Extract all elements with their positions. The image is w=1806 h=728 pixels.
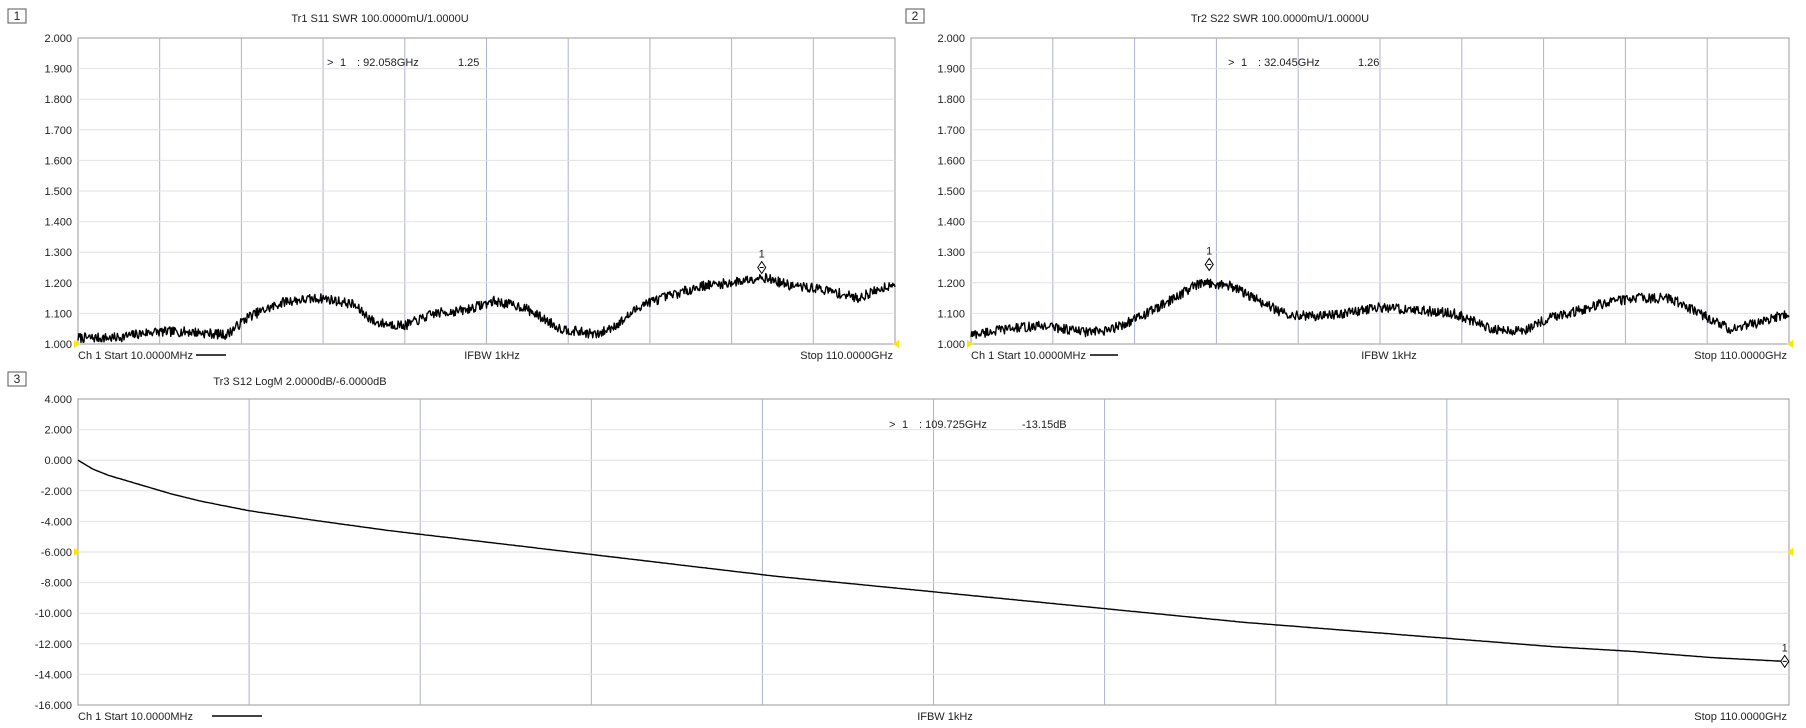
channel-number-box[interactable] [7, 8, 27, 24]
y-tick-label: 1.300 [937, 247, 965, 259]
trace-title: Tr2 S22 SWR 100.0000mU/1.0000U [1191, 13, 1369, 25]
reference-marker [74, 548, 1793, 556]
y-axis-ticks: 2.000 1.900 1.800 1.700 1.600 1.500 1.400 1.300… [44, 33, 72, 351]
trace-line [970, 278, 1790, 339]
chart-s22-swr: 2 Tr2 S22 SWR 100.0000mU/1.0000U 2.000 1.… [905, 8, 1793, 362]
marker-frequency: : 32.045GHz [1258, 57, 1320, 69]
y-tick-label: 4.000 [44, 394, 72, 406]
y-tick-label: -14.000 [35, 669, 72, 681]
y-tick-label: 1.700 [44, 125, 72, 137]
start-frequency: Ch 1 Start 10.0000MHz [78, 350, 193, 362]
channel-number-box[interactable] [905, 8, 925, 24]
marker-1[interactable]: 1 [1780, 642, 1790, 669]
y-tick-label: 1.000 [937, 339, 965, 351]
y-tick-label: 1.800 [44, 94, 72, 106]
chart-s11-swr: 1 Tr1 S11 SWR 100.0000mU/1.0000U 2.000 1.… [7, 8, 899, 362]
y-tick-label: 1.700 [937, 125, 965, 137]
y-tick-label: 0.000 [44, 455, 72, 467]
y-tick-label: 1.000 [44, 339, 72, 351]
trace-line [77, 272, 896, 343]
y-tick-label: 1.100 [937, 308, 965, 320]
y-axis-ticks: 2.000 1.900 1.800 1.700 1.600 1.500 1.400 1.300… [937, 33, 965, 351]
marker-1[interactable]: 1 [1204, 245, 1214, 272]
y-tick-label: -2.000 [41, 486, 72, 498]
grid [971, 38, 1789, 344]
marker-value: -13.15dB [1022, 419, 1067, 431]
marker-id: 1 [1241, 57, 1247, 69]
channel-number-box[interactable] [7, 371, 27, 387]
reference-marker [74, 340, 899, 348]
y-tick-label: -4.000 [41, 516, 72, 528]
y-tick-label: 1.400 [44, 217, 72, 229]
y-tick-label: 2.000 [44, 425, 72, 437]
y-tick-label: -6.000 [41, 547, 72, 559]
marker-1[interactable]: 1 [757, 249, 767, 275]
ifbw-label: IFBW 1kHz [917, 711, 973, 723]
trace-path [970, 278, 1790, 339]
marker-label: 1 [1782, 642, 1788, 654]
y-tick-label: 1.200 [44, 278, 72, 290]
marker-prefix: > [327, 57, 333, 69]
stop-frequency: Stop 110.0000GHz [1694, 711, 1787, 723]
reference-arrow-right [893, 340, 899, 348]
marker-label: 1 [1206, 245, 1212, 257]
reference-arrow-right [1787, 340, 1793, 348]
marker-id: 1 [340, 57, 346, 69]
y-tick-label: -10.000 [35, 608, 72, 620]
trace-title: Tr1 S11 SWR 100.0000mU/1.0000U [291, 13, 468, 25]
stop-frequency: Stop 110.0000GHz [800, 350, 893, 362]
y-tick-label: 1.900 [44, 64, 72, 76]
trace-title: Tr3 S12 LogM 2.0000dB/-6.0000dB [213, 376, 386, 388]
ifbw-label: IFBW 1kHz [464, 350, 520, 362]
marker-value: 1.26 [1358, 57, 1379, 69]
marker-label: 1 [759, 249, 765, 261]
channel-number: 1 [14, 9, 21, 23]
chart-s12-logm: 3 Tr3 S12 LogM 2.0000dB/-6.0000dB 4.000 2… [7, 371, 1793, 723]
trace-path [77, 272, 896, 343]
reference-arrow-left [967, 340, 973, 348]
y-tick-label: 1.500 [937, 186, 965, 198]
marker-prefix: > [1228, 57, 1234, 69]
marker-frequency: : 92.058GHz [357, 57, 419, 69]
channel-number: 3 [14, 372, 21, 386]
y-tick-label: -12.000 [35, 639, 72, 651]
y-tick-label: 1.200 [937, 278, 965, 290]
reference-arrow-right [1787, 548, 1793, 556]
y-tick-label: 1.900 [937, 64, 965, 76]
y-tick-label: 1.300 [44, 247, 72, 259]
y-tick-label: 1.400 [937, 217, 965, 229]
channel-number: 2 [912, 9, 919, 23]
reference-marker [967, 340, 1793, 348]
y-tick-label: 1.100 [44, 308, 72, 320]
start-frequency: Ch 1 Start 10.0000MHz [78, 711, 193, 723]
grid [78, 399, 1789, 705]
marker-value: 1.25 [458, 57, 479, 69]
y-axis-ticks: 4.000 2.000 0.000 -2.000 -4.000 -6.000 -8.000 -… [35, 394, 72, 712]
y-tick-label: 1.500 [44, 186, 72, 198]
ifbw-label: IFBW 1kHz [1361, 350, 1417, 362]
y-tick-label: -16.000 [35, 700, 72, 712]
y-tick-label: 2.000 [937, 33, 965, 45]
trace-path [77, 459, 1790, 663]
trace-line [77, 459, 1790, 663]
stop-frequency: Stop 110.0000GHz [1694, 350, 1787, 362]
y-tick-label: 1.600 [44, 155, 72, 167]
y-tick-label: 1.600 [937, 155, 965, 167]
reference-arrow-left [74, 340, 80, 348]
marker-frequency: : 109.725GHz [919, 419, 987, 431]
grid [78, 38, 895, 344]
marker-id: 1 [902, 419, 908, 431]
reference-arrow-left [74, 548, 80, 556]
y-tick-label: -8.000 [41, 578, 72, 590]
y-tick-label: 2.000 [44, 33, 72, 45]
marker-prefix: > [889, 419, 895, 431]
start-frequency: Ch 1 Start 10.0000MHz [971, 350, 1086, 362]
y-tick-label: 1.800 [937, 94, 965, 106]
